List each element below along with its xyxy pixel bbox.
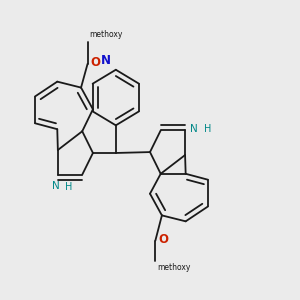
Text: methoxy: methoxy xyxy=(157,263,190,272)
Text: methoxy: methoxy xyxy=(89,30,122,39)
Text: O: O xyxy=(158,233,168,246)
Text: H: H xyxy=(64,182,72,192)
Text: H: H xyxy=(204,124,212,134)
Text: O: O xyxy=(91,56,100,69)
Text: N: N xyxy=(190,124,198,134)
Text: N: N xyxy=(100,54,110,68)
Text: N: N xyxy=(52,181,59,191)
